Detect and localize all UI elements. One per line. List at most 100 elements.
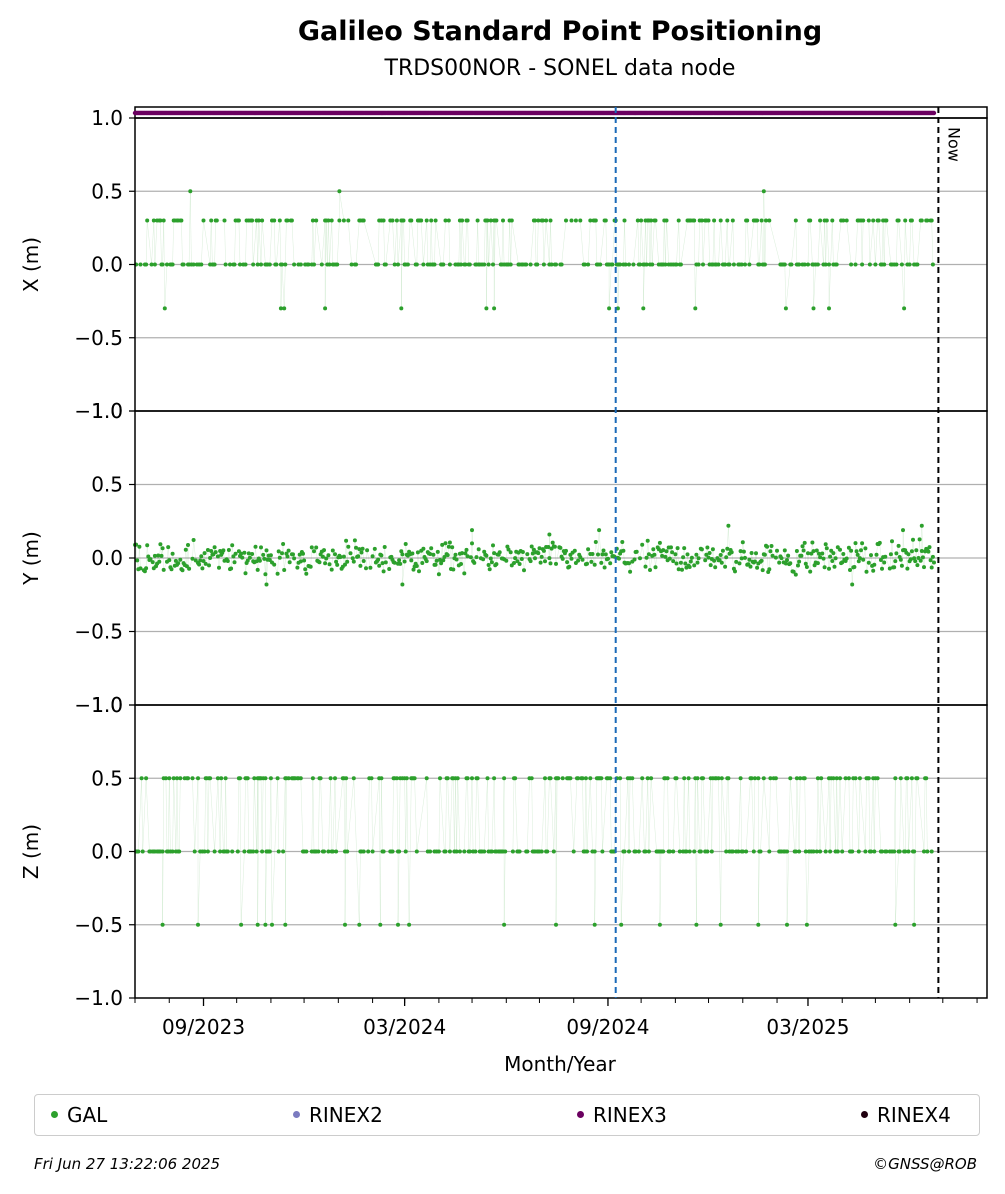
data-point-gal: [298, 262, 303, 267]
data-point-gal: [896, 543, 901, 548]
data-point-gal: [356, 554, 361, 559]
data-point-gal: [603, 552, 608, 557]
data-point-gal: [726, 523, 731, 528]
data-point-gal: [578, 555, 583, 560]
data-point-gal: [345, 559, 350, 564]
data-point-gal: [848, 568, 852, 572]
data-point-gal: [537, 546, 542, 551]
data-point-gal: [196, 776, 200, 781]
data-point-gal: [324, 556, 329, 561]
data-point-gal: [902, 306, 907, 311]
data-point-gal: [323, 561, 328, 566]
data-point-gal: [919, 549, 924, 553]
data-point-gal: [627, 561, 631, 566]
y-tick-label: −1.0: [74, 693, 123, 717]
data-point-gal: [797, 849, 802, 854]
data-point-gal: [508, 550, 513, 555]
data-point-gal: [828, 849, 833, 854]
data-point-gal: [251, 262, 256, 267]
data-point-gal: [756, 922, 761, 927]
data-point-gal: [346, 544, 351, 549]
data-point-gal: [489, 849, 494, 854]
data-point-gal: [757, 262, 762, 267]
data-point-gal: [243, 262, 248, 267]
data-point-gal: [548, 218, 553, 223]
data-point-gal: [804, 565, 809, 569]
data-point-gal: [446, 218, 451, 223]
data-point-gal: [667, 556, 672, 561]
data-point-gal: [600, 552, 605, 557]
data-point-gal: [831, 551, 836, 556]
data-point-gal: [465, 554, 470, 559]
data-point-gal: [464, 547, 469, 552]
data-point-gal: [926, 549, 931, 554]
data-point-gal: [160, 262, 165, 267]
data-point-gal: [377, 563, 382, 568]
data-point-gal: [208, 776, 213, 781]
data-point-gal: [450, 545, 455, 550]
data-point-gal: [814, 548, 819, 553]
data-point-gal: [529, 776, 534, 781]
data-point-gal: [439, 561, 444, 566]
data-point-gal: [827, 306, 831, 311]
data-point-gal: [929, 849, 934, 854]
data-point-gal: [198, 558, 203, 563]
data-point-gal: [823, 262, 828, 267]
data-point-gal: [334, 559, 339, 564]
data-point-gal: [638, 556, 642, 561]
y-axis-label: Y (m): [19, 531, 43, 586]
data-point-gal: [541, 548, 546, 553]
data-point-gal: [909, 776, 914, 781]
data-point-gal: [906, 552, 911, 557]
data-point-gal: [814, 849, 819, 854]
data-point-gal: [263, 572, 268, 577]
data-point-gal: [465, 776, 470, 781]
data-point-gal: [788, 776, 793, 781]
data-point-gal: [445, 776, 450, 781]
data-point-gal: [676, 218, 681, 223]
data-point-gal: [723, 262, 728, 267]
data-point-gal: [808, 569, 813, 574]
data-point-gal: [260, 218, 265, 223]
data-point-gal: [428, 849, 433, 854]
legend-marker-rinex4: [861, 1111, 868, 1118]
data-point-gal: [824, 546, 829, 551]
data-point-gal: [855, 552, 860, 557]
data-point-gal: [376, 557, 381, 562]
data-point-gal: [403, 849, 408, 854]
data-point-gal: [841, 218, 846, 223]
data-point-gal: [554, 561, 558, 566]
data-point-gal: [502, 776, 507, 781]
data-point-gal: [756, 776, 761, 781]
series-line-gal: [134, 525, 935, 585]
data-point-gal: [840, 849, 845, 854]
data-point-gal: [140, 849, 145, 854]
data-point-gal: [703, 558, 708, 563]
data-point-gal: [618, 262, 623, 267]
data-point-gal: [148, 557, 153, 562]
data-point-gal: [610, 262, 615, 267]
data-point-gal: [432, 262, 437, 267]
data-point-gal: [314, 218, 319, 223]
data-point-gal: [906, 849, 911, 854]
data-point-gal: [602, 565, 607, 570]
data-point-gal: [412, 776, 417, 781]
data-point-gal: [497, 550, 502, 555]
data-point-gal: [230, 543, 235, 548]
data-point-gal: [365, 548, 370, 553]
data-point-gal: [565, 560, 570, 565]
data-point-gal: [644, 262, 649, 267]
data-point-gal: [699, 218, 704, 223]
data-point-gal: [306, 262, 311, 267]
y-tick-label: −0.5: [74, 620, 123, 644]
data-point-gal: [635, 218, 640, 223]
data-point-gal: [793, 849, 798, 854]
data-point-gal: [145, 218, 150, 223]
data-point-gal: [593, 540, 598, 544]
data-point-gal: [396, 922, 400, 927]
data-point-gal: [838, 547, 842, 552]
y-tick-label: −0.5: [74, 913, 123, 937]
data-point-gal: [665, 776, 670, 781]
data-point-gal: [470, 776, 474, 781]
data-point-gal: [853, 776, 858, 781]
